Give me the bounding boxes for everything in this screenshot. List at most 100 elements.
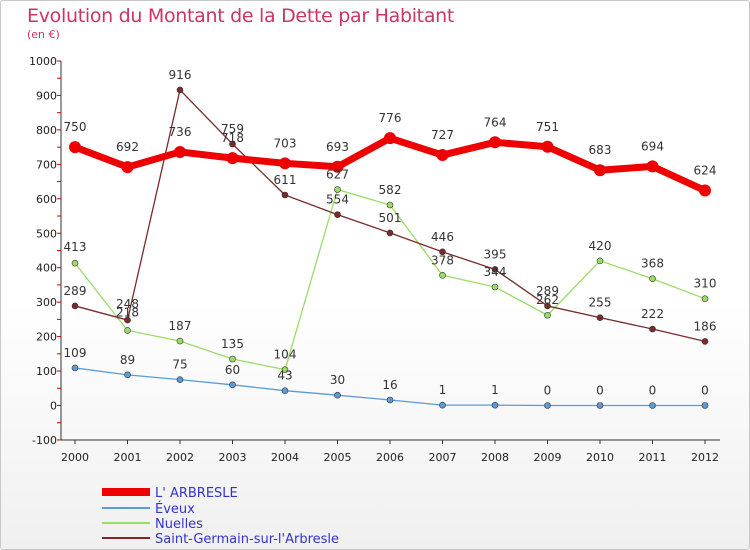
y-tick-label: 800 [36,124,57,137]
data-label: 186 [694,319,717,333]
data-label: 683 [589,143,612,157]
data-label: 501 [379,211,402,225]
data-point [491,266,499,273]
data-point [701,402,709,409]
data-label: 248 [116,297,139,311]
data-point [334,211,341,218]
data-point [544,402,551,409]
x-tick-label: 2008 [481,451,509,464]
x-tick-label: 2012 [691,451,719,464]
data-point [334,391,341,399]
data-label: 104 [274,348,297,362]
data-label: 627 [326,167,349,181]
data-point [229,381,236,389]
data-point [124,316,131,324]
data-point [334,186,341,193]
data-label: 611 [274,173,297,187]
data-label: 222 [641,307,664,321]
x-tick-label: 2003 [219,451,247,464]
data-label: 554 [326,193,349,207]
data-label: 693 [326,140,349,154]
chart-subtitle: (en €) [27,28,60,41]
data-point [491,283,499,291]
data-point [596,257,604,265]
data-label: 60 [225,363,240,377]
data-label: 0 [701,384,709,398]
data-point [596,314,604,321]
data-point [121,161,134,174]
x-tick-label: 2002 [166,451,194,464]
data-point [226,152,239,165]
data-point [594,164,606,177]
data-label: 0 [596,384,604,398]
x-tick-label: 2007 [429,451,457,464]
data-point [281,387,289,394]
data-point [71,364,79,372]
data-point [491,401,499,409]
data-label: 446 [431,230,454,244]
data-point [176,86,184,94]
data-label: 395 [484,247,507,261]
data-label: 289 [64,284,87,298]
data-labels: 109 89 75 60 43 30 16 1 1 0 0 0 04132181871351046275… [64,68,717,398]
legend-label: Éveux [155,501,195,517]
data-point [649,402,656,409]
data-label: 413 [64,240,87,254]
data-point [176,376,184,383]
data-point [229,355,236,363]
data-label: 378 [431,253,454,267]
x-tick-label: 2010 [586,451,614,464]
legend-label: Saint-Germain-sur-l'Arbresle [155,532,339,547]
data-label: 718 [221,131,244,145]
x-tick-label: 2001 [114,451,142,464]
data-point [124,327,131,334]
data-point [649,325,656,333]
axes: -100010020030040050060070080090010002000… [29,55,720,464]
y-tick-label: 200 [36,331,57,344]
data-point [281,191,289,199]
data-point [229,140,236,148]
y-tick-label: 300 [36,296,57,309]
y-tick-label: -100 [32,434,57,447]
data-label: 764 [484,115,507,129]
data-label: 75 [172,358,187,372]
data-label: 736 [169,125,192,139]
data-label: 582 [379,183,402,197]
y-tick-label: 600 [36,193,57,206]
data-label: 0 [544,384,552,398]
data-point [701,295,709,303]
data-label: 759 [221,122,244,136]
data-label: 1 [439,383,447,397]
data-label: 289 [536,284,559,298]
data-point [386,229,394,237]
data-point [646,160,659,173]
legend-label: Nuelles [155,517,203,532]
data-point [279,157,291,170]
data-point [281,366,289,373]
data-label: 187 [169,319,192,333]
data-label: 916 [169,68,192,82]
series-layer [69,86,711,409]
data-label: 43 [277,369,292,383]
data-label: 310 [694,277,717,291]
y-tick-label: 100 [36,365,57,378]
x-tick-label: 2005 [324,451,352,464]
data-label: 109 [64,346,87,360]
y-tick-label: 400 [36,262,57,275]
data-label: 776 [379,111,402,125]
data-label: 262 [536,293,559,307]
data-label: 694 [641,139,664,153]
chart-title: Evolution du Montant de la Dette par Hab… [27,5,455,27]
x-tick-label: 2004 [271,451,299,464]
data-label: 30 [330,373,345,387]
data-point [386,396,394,404]
data-label: 368 [641,257,664,271]
data-point [386,201,394,209]
legend-label: L' ARBRESLE [155,486,238,501]
data-point [124,371,131,379]
data-point [331,160,344,173]
x-tick-label: 2000 [61,451,89,464]
x-tick-label: 2006 [376,451,404,464]
data-label: 692 [116,140,139,154]
